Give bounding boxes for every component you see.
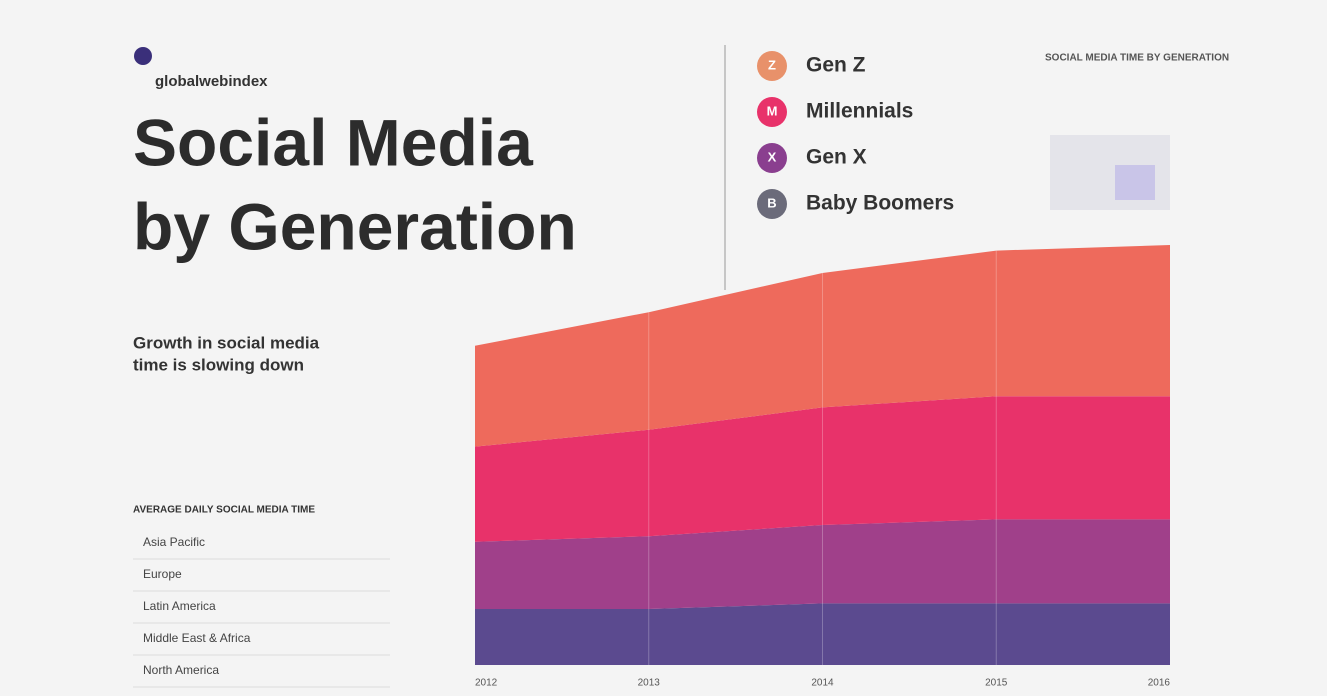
title: by Generation	[133, 189, 577, 263]
logo	[134, 47, 152, 65]
legend-label: Gen Z	[806, 54, 866, 77]
x-tick-label: 2013	[638, 678, 661, 689]
table-row: Europe	[143, 567, 182, 581]
mini-diagram	[1115, 165, 1155, 200]
table-row: Asia Pacific	[143, 535, 205, 549]
area	[475, 603, 1170, 665]
legend-label: Millennials	[806, 100, 913, 123]
area	[475, 519, 1170, 609]
table-title: AVERAGE DAILY SOCIAL MEDIA TIME	[133, 505, 315, 516]
table-row: North America	[143, 663, 219, 677]
legend-letter: X	[768, 149, 777, 164]
x-tick-label: 2014	[811, 678, 834, 689]
legend-swatch	[757, 51, 787, 81]
legend: Z Gen Z M Millennials X Gen X B Baby Boomers	[757, 51, 954, 219]
brand: globalwebindex	[155, 73, 268, 90]
x-tick-label: 2016	[1148, 678, 1171, 689]
x-tick-label: 2012	[475, 678, 498, 689]
area	[475, 396, 1170, 542]
area	[475, 245, 1170, 447]
chart: 2012 2013 2014 2015 2016	[475, 245, 1170, 689]
x-tick-label: 2015	[985, 678, 1008, 689]
legend-letter: B	[767, 195, 776, 210]
legend-swatch	[757, 97, 787, 127]
legend-letter: M	[767, 103, 778, 118]
legend-letter: Z	[768, 57, 776, 72]
side-note-title: SOCIAL MEDIA TIME BY GENERATION	[1045, 53, 1229, 64]
table: Asia Pacific Europe Latin America Middle Ea…	[133, 535, 390, 688]
intro-headline: Growth in social media	[133, 333, 320, 352]
table-row: Latin America	[143, 599, 216, 613]
legend-swatch	[757, 189, 787, 219]
legend-label: Baby Boomers	[806, 192, 954, 215]
table-row: Middle East & Africa	[143, 631, 251, 645]
intro-headline: time is slowing down	[133, 355, 304, 374]
title: Social Media	[133, 105, 534, 179]
legend-label: Gen X	[806, 146, 867, 169]
legend-swatch	[757, 143, 787, 173]
